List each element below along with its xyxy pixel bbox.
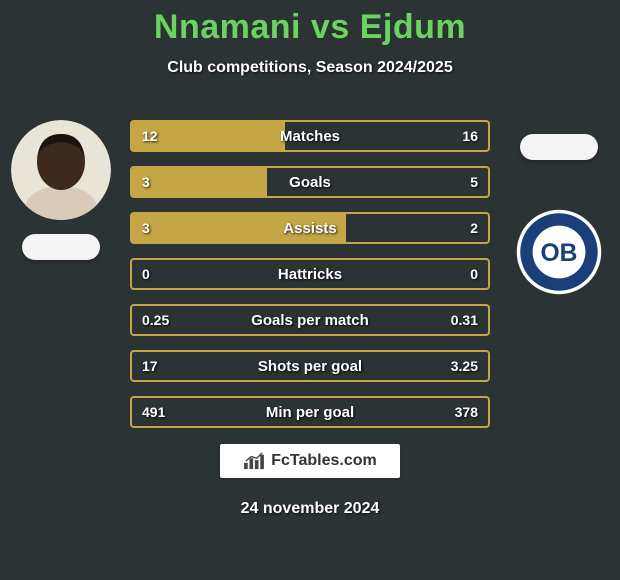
crest-icon: OB bbox=[515, 208, 603, 296]
avatar-icon bbox=[11, 120, 111, 220]
brand-text: FcTables.com bbox=[271, 452, 377, 470]
stat-label: Min per goal bbox=[132, 398, 488, 426]
stat-value-right: 3.25 bbox=[441, 352, 488, 380]
footer-date: 24 november 2024 bbox=[0, 500, 620, 518]
brand-badge: FcTables.com bbox=[220, 444, 400, 478]
stat-row: Goals per match0.25 0.31 bbox=[130, 304, 490, 336]
content-root: Nnamani vs Ejdum Club competitions, Seas… bbox=[0, 0, 620, 580]
brand-chart-icon bbox=[243, 452, 265, 470]
stat-bar-left bbox=[132, 168, 267, 196]
comparison-subtitle: Club competitions, Season 2024/2025 bbox=[0, 59, 620, 77]
stat-row: Goals35 bbox=[130, 166, 490, 198]
player-left-avatar bbox=[11, 120, 111, 220]
stat-value-left: 0.25 bbox=[132, 306, 179, 334]
stat-value-right: 16 bbox=[452, 122, 488, 150]
stat-value-left: 17 bbox=[132, 352, 168, 380]
stat-bar-left bbox=[132, 122, 285, 150]
comparison-title: Nnamani vs Ejdum bbox=[0, 0, 620, 47]
stat-value-right: 0 bbox=[460, 260, 488, 288]
stat-label: Hattricks bbox=[132, 260, 488, 288]
player-left-flag bbox=[22, 234, 100, 260]
player-right-club-crest: OB bbox=[515, 208, 603, 296]
player-left-column bbox=[6, 120, 116, 260]
stat-row: Min per goal491 378 bbox=[130, 396, 490, 428]
stat-value-right: 5 bbox=[460, 168, 488, 196]
stat-value-left: 0 bbox=[132, 260, 160, 288]
stat-label: Goals per match bbox=[132, 306, 488, 334]
player-right-column: OB bbox=[504, 120, 614, 296]
stats-container: Matches1216 Goals35 Assists32 Hattricks0 0 Go… bbox=[130, 120, 490, 428]
stat-value-left: 491 bbox=[132, 398, 175, 426]
crest-letters: OB bbox=[541, 240, 578, 267]
stat-bar-left bbox=[132, 214, 346, 242]
stat-value-right: 0.31 bbox=[441, 306, 488, 334]
stat-row: Shots per goal17 3.25 bbox=[130, 350, 490, 382]
stat-row: Assists32 bbox=[130, 212, 490, 244]
stat-row: Matches1216 bbox=[130, 120, 490, 152]
stat-row: Hattricks0 0 bbox=[130, 258, 490, 290]
stat-value-right: 378 bbox=[445, 398, 488, 426]
stat-value-right: 2 bbox=[460, 214, 488, 242]
stat-label: Shots per goal bbox=[132, 352, 488, 380]
player-right-flag bbox=[520, 134, 598, 160]
